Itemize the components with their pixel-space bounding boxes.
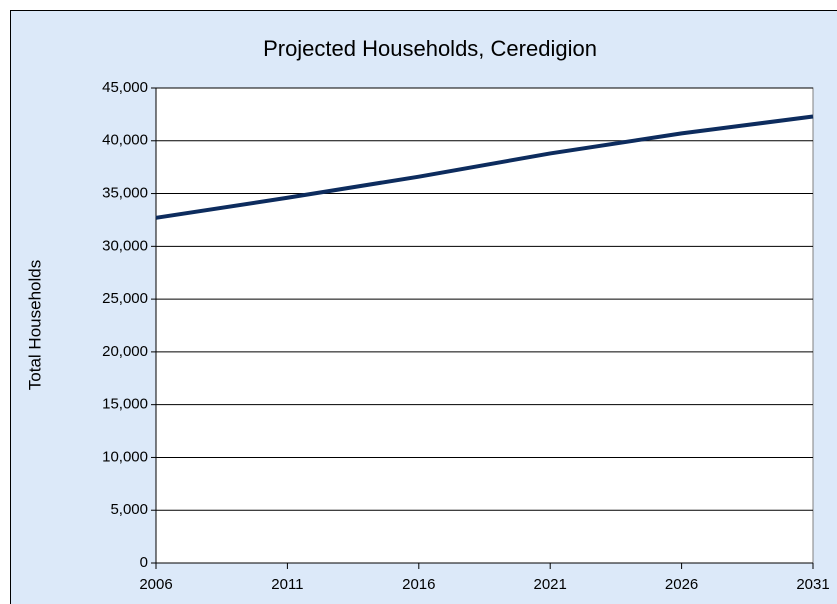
- y-tick-label: 30,000: [102, 237, 148, 254]
- y-axis-label: Total Households: [25, 260, 44, 390]
- x-tick-label: 2021: [534, 576, 567, 593]
- x-tick-label: 2026: [665, 576, 698, 593]
- y-tick-label: 35,000: [102, 185, 148, 202]
- y-tick-label: 0: [140, 554, 148, 571]
- x-tick-label: 2016: [402, 576, 435, 593]
- plot-area: [155, 87, 814, 564]
- y-tick-label: 25,000: [102, 290, 148, 307]
- y-tick-label: 10,000: [102, 448, 148, 465]
- chart-title: Projected Households, Ceredigion: [263, 36, 597, 61]
- y-tick-label: 40,000: [102, 132, 148, 149]
- y-tick-label: 5,000: [110, 501, 148, 518]
- y-tick-label: 45,000: [102, 79, 148, 96]
- data-line: [155, 114, 814, 220]
- x-tick-label: 2006: [139, 576, 172, 593]
- x-tick-label: 2011: [271, 576, 303, 593]
- x-tick-label: 2031: [796, 576, 829, 593]
- y-tick-label: 20,000: [102, 343, 148, 360]
- y-tick-label: 15,000: [102, 396, 148, 413]
